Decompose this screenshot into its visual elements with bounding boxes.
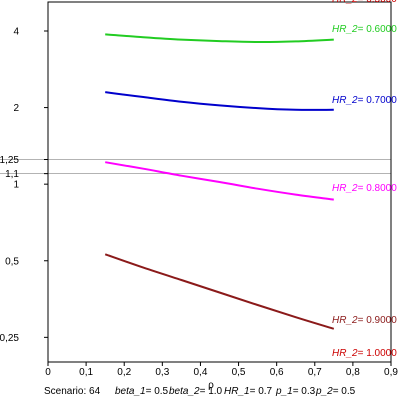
param-name: HR_1 — [224, 386, 250, 397]
x-tick-label: 0 — [45, 367, 51, 378]
series-label-name: HR_2 — [332, 0, 358, 5]
x-tick-label: 0,8 — [346, 367, 360, 378]
series-label: HR_2= 1.0000 — [332, 348, 397, 359]
series-label-name: HR_2 — [332, 183, 358, 194]
series-label-value: = 0.5000 — [358, 0, 398, 5]
param-value: = 1.0 — [199, 386, 223, 397]
param-value: = 0.3 — [292, 386, 316, 397]
y-tick-label: 0,5 — [5, 256, 19, 267]
param-beta-2: beta_2= 1.0 — [169, 386, 222, 397]
param-p-1: p_1= 0.3 — [276, 386, 315, 397]
x-tick-label: 0,5 — [232, 367, 246, 378]
x-tick-label: 0,1 — [79, 367, 93, 378]
reference-lines — [0, 159, 391, 175]
series-line — [105, 33, 334, 44]
series-label: HR_2= 0.8000 — [332, 183, 397, 194]
param-name: p_2 — [316, 386, 333, 397]
series-label: HR_2= 0.5000 — [332, 0, 397, 5]
scenario-label: Scenario: — [44, 386, 87, 397]
series-label-value: = 1.0000 — [358, 348, 398, 359]
y-tick-label: 1,1 — [5, 169, 19, 180]
param-hr-1: HR_1= 0.7 — [224, 386, 272, 397]
series-label-value: = 0.8000 — [358, 183, 398, 194]
series-line — [105, 91, 334, 111]
param-value: = 0.7 — [249, 386, 273, 397]
x-tick-label: 0,6 — [270, 367, 284, 378]
y-tick-label: 2 — [13, 103, 19, 114]
x-tick-label: 0,3 — [155, 367, 169, 378]
y-tick-label: 4 — [13, 26, 19, 37]
x-axis-label: ρ — [208, 380, 214, 391]
y-tick-label: 0,25 — [0, 333, 19, 344]
scenario-value: 64 — [89, 386, 101, 397]
series-label-name: HR_2 — [332, 348, 358, 359]
series-line — [105, 161, 334, 201]
plot-frame — [47, 1, 392, 363]
scenario-info: Scenario: 64 — [44, 386, 100, 397]
x-tick-label: 0,7 — [308, 367, 322, 378]
series-label: HR_2= 0.9000 — [332, 315, 397, 326]
y-tick-label: 1 — [13, 180, 19, 191]
series-line — [104, 253, 335, 330]
series-label-name: HR_2 — [332, 95, 358, 106]
param-value: = 0.5 — [332, 386, 356, 397]
series-label-value: = 0.6000 — [358, 24, 398, 35]
series-label-value: = 0.7000 — [358, 95, 398, 106]
series-label: HR_2= 0.7000 — [332, 95, 397, 106]
series-label-name: HR_2 — [332, 24, 358, 35]
param-name: p_1 — [276, 386, 293, 397]
param-beta-1: beta_1= 0.5 — [115, 386, 168, 397]
param-name: beta_2 — [169, 386, 200, 397]
series-lines — [104, 33, 335, 330]
param-name: beta_1 — [115, 386, 146, 397]
x-tick-label: 0,2 — [117, 367, 131, 378]
x-tick-label: 0,9 — [384, 367, 398, 378]
x-tick-label: 0,4 — [193, 367, 207, 378]
series-label-name: HR_2 — [332, 315, 358, 326]
scenario-footer: Scenario: 64 beta_1= 0.5 beta_2= 1.0 HR_… — [0, 382, 400, 398]
series-label: HR_2= 0.6000 — [332, 24, 397, 35]
axes: 0 0,1 0,2 0,3 0,4 0,5 0,6 0,7 0,8 0,9 0,25 0,5 11,1 1… — [0, 1, 398, 378]
y-tick-label: 1,25 — [0, 155, 19, 166]
series-label-value: = 0.9000 — [358, 315, 398, 326]
param-value: = 0.5 — [145, 386, 169, 397]
param-p-2: p_2= 0.5 — [316, 386, 355, 397]
